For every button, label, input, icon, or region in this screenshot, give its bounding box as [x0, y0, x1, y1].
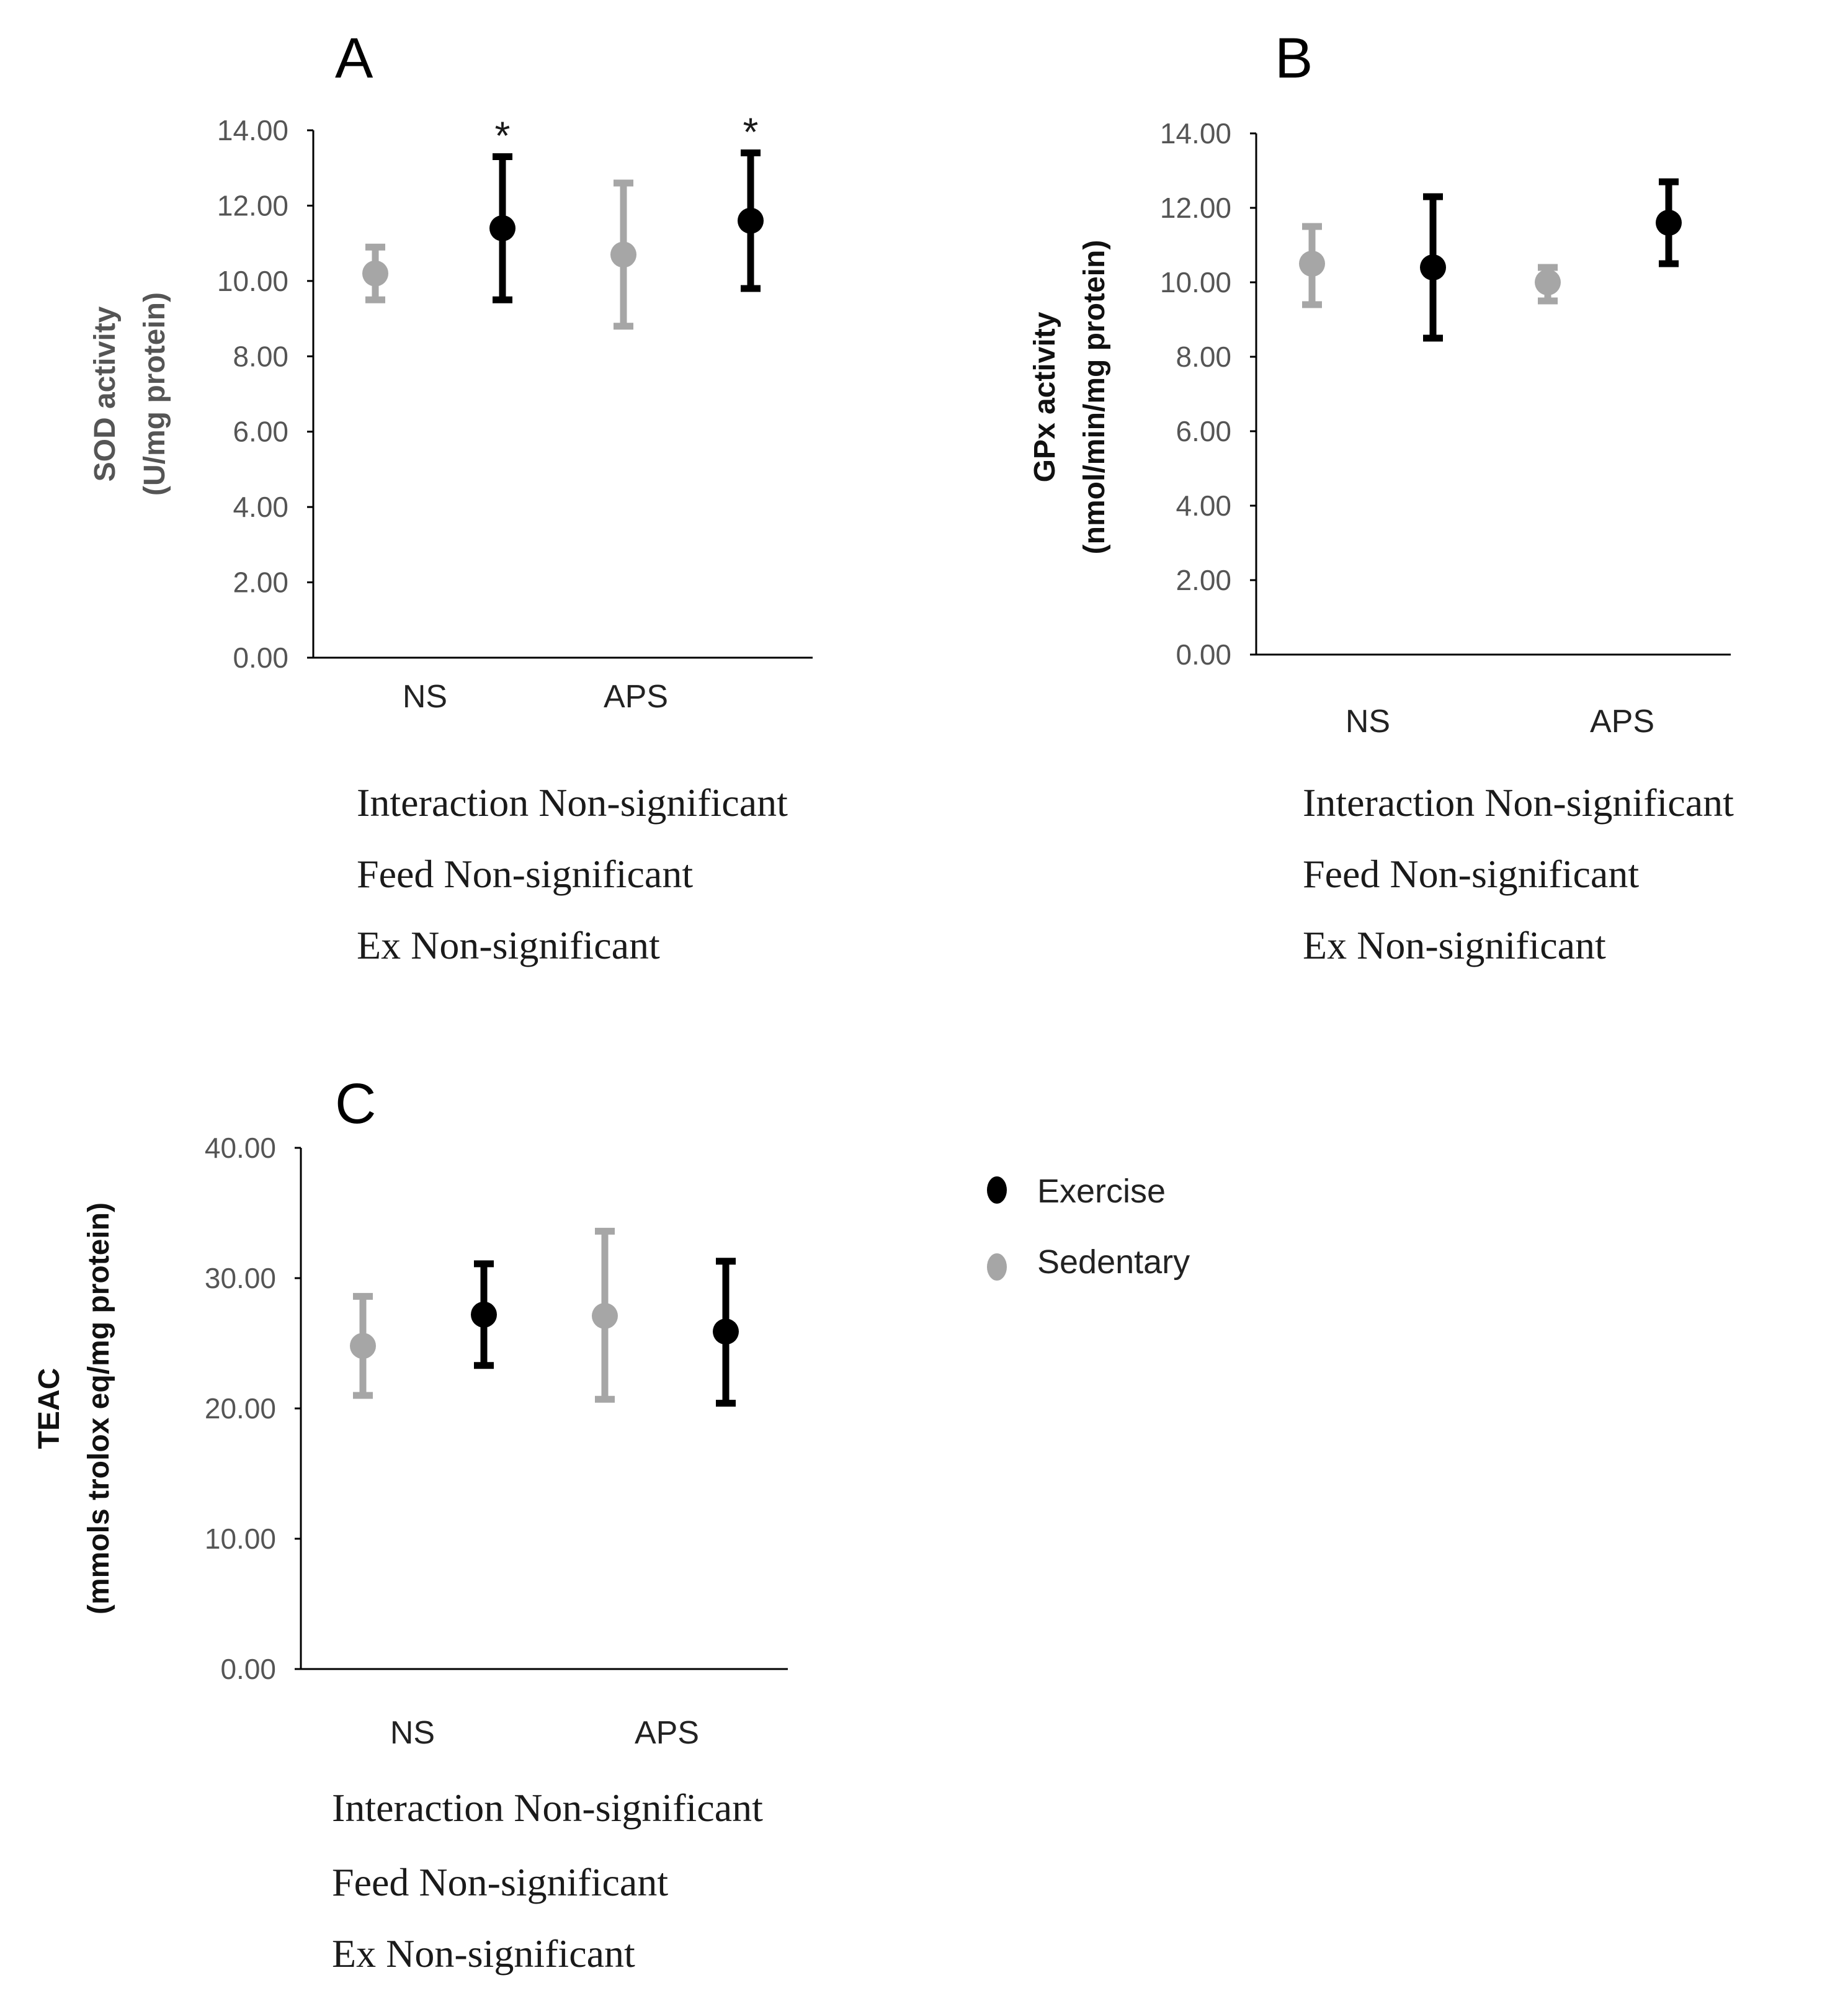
panel-letter: C	[335, 1072, 376, 1135]
stats-line: Ex Non-significant	[332, 1931, 635, 1976]
y-axis-title: GPx activity	[1029, 311, 1061, 482]
panel-letter: B	[1275, 27, 1313, 90]
data-point-exercise	[1656, 178, 1682, 267]
mean-marker	[592, 1302, 618, 1329]
y-tick-label: 0.00	[220, 1653, 276, 1685]
y-tick-label: 12.00	[217, 189, 288, 222]
y-tick-label: 4.00	[233, 491, 288, 523]
y-axis-unit: (mmols trolox eq/mg protein)	[83, 1202, 115, 1614]
data-point-sedentary	[1535, 264, 1561, 305]
y-tick-label: 6.00	[233, 416, 288, 448]
y-tick-label: 40.00	[205, 1132, 276, 1164]
data-point-exercise	[471, 1260, 497, 1369]
y-tick-label: 2.00	[1176, 564, 1231, 596]
mean-marker	[362, 260, 388, 287]
panel-a: A 0.00 2.00 4.00 6.00 8.00 10.00 12.00 14.00 NS AP…	[89, 27, 813, 967]
legend-label-exercise: Exercise	[1037, 1173, 1166, 1210]
y-tick-label: 14.00	[1160, 117, 1231, 150]
data-point-sedentary	[350, 1292, 376, 1399]
panel-b: B 0.00 2.00 4.00 6.00 8.00 10.00 12.00 14.00 NS AP…	[1029, 27, 1734, 967]
y-tick-label: 0.00	[1176, 638, 1231, 671]
x-category-label: NS	[403, 679, 447, 715]
data-point-exercise: *	[738, 109, 764, 292]
x-category-label: NS	[390, 1715, 435, 1751]
mean-marker	[350, 1333, 376, 1359]
y-tick-label: 4.00	[1176, 490, 1231, 522]
y-tick-label: 0.00	[233, 642, 288, 674]
y-tick-label: 12.00	[1160, 192, 1231, 224]
y-tick-label: 30.00	[205, 1262, 276, 1294]
y-tick-label: 8.00	[233, 340, 288, 372]
mean-marker	[1299, 251, 1325, 277]
x-category-label: APS	[604, 679, 668, 715]
stats-line: Feed Non-significant	[332, 1860, 668, 1904]
mean-marker	[471, 1301, 497, 1328]
mean-marker	[1420, 254, 1446, 280]
stats-line: Interaction Non-significant	[332, 1786, 763, 1830]
mean-marker	[1535, 269, 1561, 295]
legend-marker-exercise	[987, 1176, 1007, 1204]
mean-marker	[489, 215, 516, 241]
y-axis-unit: (nmol/min/mg protein)	[1078, 240, 1111, 555]
mean-marker	[713, 1318, 739, 1345]
panel-letter: A	[335, 27, 373, 90]
stats-line: Ex Non-significant	[1303, 923, 1606, 967]
y-tick-label: 14.00	[217, 114, 288, 146]
data-point-exercise	[713, 1258, 739, 1407]
x-category-label: APS	[1590, 704, 1654, 740]
mean-marker	[610, 241, 636, 268]
y-tick-label: 10.00	[217, 265, 288, 297]
stats-line: Feed Non-significant	[1303, 852, 1639, 896]
data-point-sedentary	[610, 179, 636, 330]
data-point-sedentary	[592, 1227, 618, 1403]
data-point-sedentary	[1299, 223, 1325, 308]
y-axis-title: SOD activity	[89, 306, 122, 481]
stats-line: Interaction Non-significant	[357, 781, 788, 825]
stats-line: Ex Non-significant	[357, 923, 660, 967]
mean-marker	[1656, 210, 1682, 236]
y-tick-label: 8.00	[1176, 341, 1231, 373]
stats-line: Feed Non-significant	[357, 852, 693, 896]
y-tick-label: 6.00	[1176, 415, 1231, 447]
x-category-label: NS	[1346, 704, 1390, 740]
x-category-label: APS	[635, 1715, 699, 1751]
legend: Exercise Sedentary	[987, 1173, 1190, 1281]
y-axis-unit: (U/mg protein)	[138, 292, 171, 496]
legend-label-sedentary: Sedentary	[1037, 1243, 1190, 1281]
y-tick-label: 20.00	[205, 1392, 276, 1425]
significance-star: *	[743, 109, 759, 154]
data-point-exercise: *	[489, 114, 516, 303]
data-point-exercise	[1420, 193, 1446, 342]
stats-line: Interaction Non-significant	[1303, 781, 1734, 825]
y-tick-label: 2.00	[233, 566, 288, 599]
significance-star: *	[495, 114, 511, 158]
legend-marker-sedentary	[987, 1253, 1007, 1281]
mean-marker	[738, 207, 764, 234]
data-point-sedentary	[362, 243, 388, 303]
panel-c: C 0.00 10.00 20.00 30.00 40.00 NS APS TEAC (mmols…	[33, 1072, 788, 1976]
y-axis-title: TEAC	[33, 1368, 66, 1449]
y-tick-label: 10.00	[1160, 266, 1231, 298]
y-tick-label: 10.00	[205, 1523, 276, 1555]
